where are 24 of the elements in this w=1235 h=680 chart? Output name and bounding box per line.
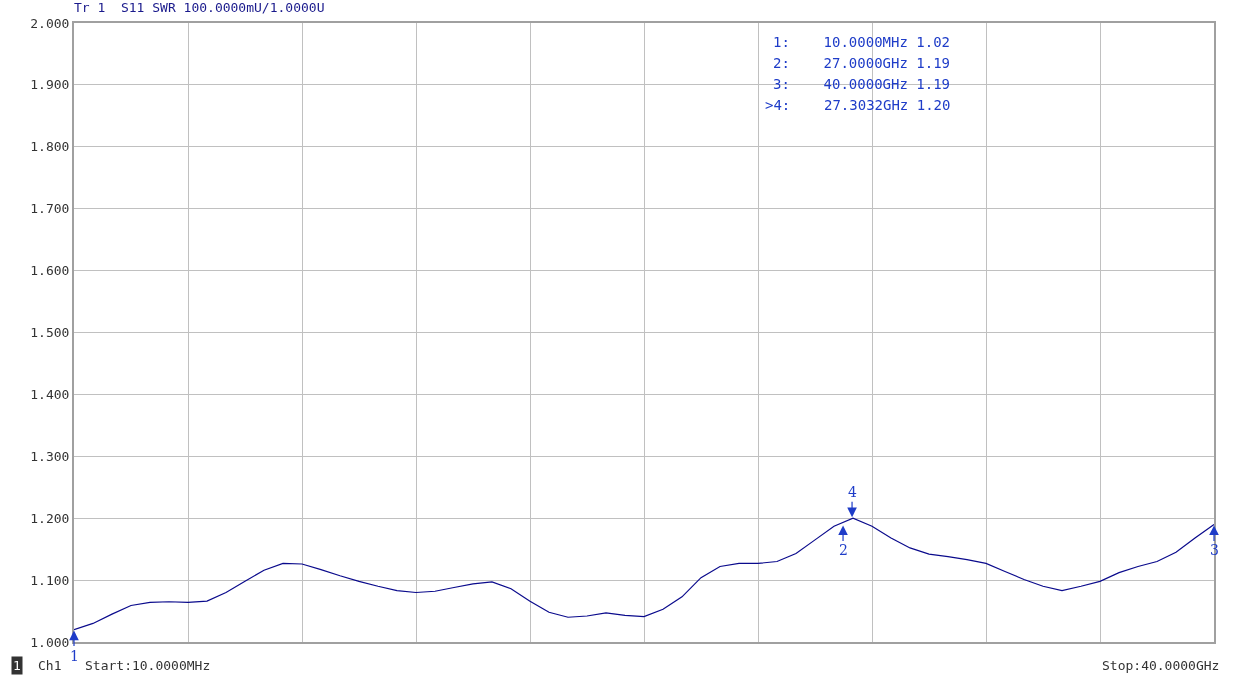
y-tick-label: 1.000	[30, 634, 70, 650]
y-tick-label: 1.900	[30, 77, 70, 93]
annotation: 1: 10.0000MHz 1.02	[773, 34, 951, 50]
annotation: 3	[1210, 542, 1219, 558]
y-tick-label: 1.400	[30, 386, 70, 402]
y-tick-label: 1.300	[30, 448, 70, 464]
text: 1	[13, 658, 21, 673]
y-tick-label: 1.600	[30, 263, 70, 279]
text: Start:10.0000MHz	[85, 658, 211, 673]
y-tick-label: 1.200	[30, 510, 70, 526]
annotation: >4: 27.3032GHz 1.20	[765, 97, 951, 113]
annotation: 1	[70, 648, 79, 664]
y-tick-label: 1.100	[30, 572, 70, 588]
annotation: 2: 27.0000GHz 1.19	[773, 55, 951, 71]
annotation: 4	[848, 484, 857, 500]
y-tick-label: 1.700	[30, 201, 70, 217]
y-tick-label: 1.800	[30, 139, 70, 155]
annotation: 3: 40.0000GHz 1.19	[773, 76, 951, 92]
text: Ch1	[38, 658, 62, 673]
text: Stop:40.0000GHz	[1102, 658, 1220, 673]
chart-title: Tr 1 S11 SWR 100.0000mU/1.0000U	[74, 0, 325, 16]
annotation: 2	[839, 542, 848, 558]
y-tick-label: 1.500	[30, 325, 70, 341]
y-tick-label: 2.000	[30, 15, 70, 31]
